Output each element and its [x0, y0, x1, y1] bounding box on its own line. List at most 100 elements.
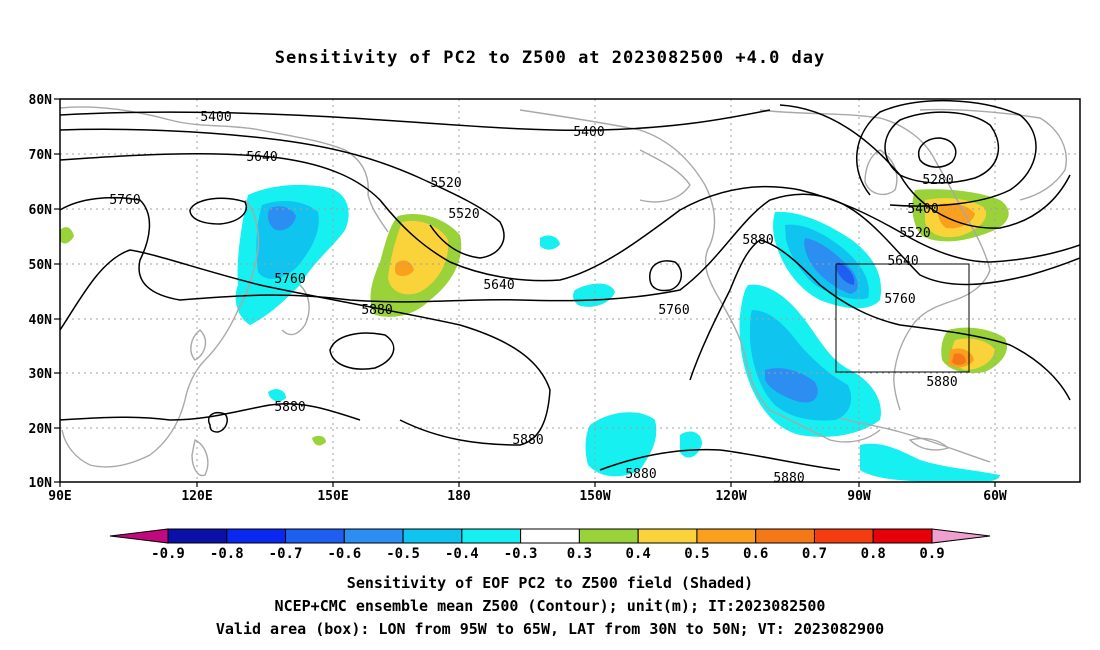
valid-area-box	[835, 263, 970, 373]
contour-closed-low	[918, 137, 957, 168]
footer-line-3: Valid area (box): LON from 95W to 65W, L…	[215, 620, 885, 638]
lat-label: 70N	[29, 148, 53, 163]
positive-region	[938, 203, 975, 229]
coastline	[61, 199, 260, 468]
coastlines	[60, 106, 1067, 477]
contour-5280	[884, 111, 1000, 184]
colorbar-tick-label: 0.6	[743, 546, 768, 562]
contour-label: 5640	[246, 150, 277, 165]
footer-line-1: Sensitivity of EOF PC2 to Z500 field (Sh…	[346, 574, 754, 592]
colorbar-swatch	[813, 528, 874, 544]
colorbar-swatch	[520, 528, 580, 544]
graticule	[60, 99, 1080, 482]
lat-label: 50N	[29, 258, 53, 273]
lon-label: 150W	[579, 489, 610, 504]
colorbar-swatch	[696, 528, 757, 544]
coastline	[919, 108, 1067, 201]
colorbar-tick-label: -0.9	[151, 546, 185, 562]
z500-contours	[60, 99, 1080, 471]
colorbar: -0.9 -0.8 -0.7 -0.6 -0.5 -0.4 -0.3 0.3 0.4 0.5 0.6…	[109, 528, 991, 562]
contour-label: 5880	[926, 375, 957, 390]
contour-label: 5400	[907, 202, 938, 217]
negative-region	[750, 310, 852, 421]
contour-label: 5760	[658, 303, 689, 318]
colorbar-tick-label: -0.4	[445, 546, 479, 562]
contour-label: 5760	[884, 292, 915, 307]
contour-label: 5280	[922, 173, 953, 188]
lon-label: 120E	[181, 489, 212, 504]
negative-region	[573, 283, 615, 307]
contour-label: 5880	[625, 467, 656, 482]
colorbar-swatch	[343, 528, 404, 544]
negative-region	[268, 206, 296, 231]
coastline	[839, 417, 991, 463]
colorbar-tick-label: -0.3	[504, 546, 538, 562]
contour-5520	[60, 128, 505, 259]
chart-title: Sensitivity of PC2 to Z500 at 2023082500…	[274, 48, 826, 68]
negative-region	[268, 389, 286, 402]
contour-label: 5760	[109, 193, 140, 208]
lat-label: 60N	[29, 203, 53, 218]
colorbar-swatch	[167, 528, 228, 544]
colorbar-swatch	[461, 528, 522, 544]
lon-label: 120W	[715, 489, 746, 504]
positive-region	[60, 227, 74, 244]
colorbar-swatch	[226, 528, 287, 544]
contour-label: 5520	[899, 226, 930, 241]
contour-closed-high	[189, 197, 247, 225]
positive-region	[312, 435, 326, 446]
contour-label: 5640	[483, 278, 514, 293]
negative-region	[836, 262, 855, 285]
coastline	[191, 438, 209, 477]
plot-frame	[59, 98, 1081, 483]
lon-label: 90W	[847, 489, 871, 504]
coastline	[864, 149, 898, 196]
contour-5880	[689, 239, 1071, 401]
contour-label: 5520	[448, 207, 479, 222]
colorbar-tick-label: 0.9	[919, 546, 944, 562]
contour-closed-high	[329, 332, 395, 370]
contour-closed-high	[208, 411, 228, 433]
negative-region	[765, 368, 818, 403]
colorbar-swatch	[402, 528, 463, 544]
contour-5880	[60, 402, 361, 421]
colorbar-tick-label: 0.5	[684, 546, 709, 562]
contour-label: 5400	[573, 125, 604, 140]
contour-label: 5760	[274, 272, 305, 287]
lat-label: 10N	[29, 476, 53, 491]
contour-label: 5880	[274, 400, 305, 415]
coastline	[190, 329, 207, 361]
footer-line-2: NCEP+CMC ensemble mean Z500 (Contour); u…	[274, 597, 826, 615]
contour-label: 5880	[742, 233, 773, 248]
contour-5400	[855, 99, 1037, 207]
colorbar-tick-label: 0.8	[861, 546, 886, 562]
lat-label: 40N	[29, 313, 53, 328]
lon-label: 90E	[48, 489, 71, 504]
lon-label: 150E	[317, 489, 348, 504]
colorbar-swatch	[285, 528, 345, 544]
contour-label: 5880	[361, 303, 392, 318]
negative-region	[585, 412, 657, 477]
colorbar-swatch	[872, 528, 933, 544]
colorbar-tick-label: -0.8	[210, 546, 244, 562]
lat-label: 30N	[29, 367, 53, 382]
colorbar-swatch	[755, 528, 815, 544]
lat-label: 20N	[29, 422, 53, 437]
coastline	[639, 149, 691, 203]
contour-5880	[599, 448, 841, 471]
contour-5400	[60, 109, 771, 132]
colorbar-tick-label: -0.7	[269, 546, 303, 562]
lat-label: 80N	[29, 93, 53, 108]
contour-label: 5400	[200, 110, 231, 125]
contour-label: 5880	[773, 471, 804, 486]
negative-region	[860, 443, 1000, 482]
contour-5520	[779, 104, 1071, 229]
contour-5760	[60, 193, 1080, 303]
colorbar-lower-triangle	[109, 528, 169, 544]
colorbar-upper-triangle	[931, 528, 991, 544]
negative-region	[680, 431, 702, 458]
colorbar-tick-label: 0.7	[802, 546, 827, 562]
lon-label: 60W	[983, 489, 1007, 504]
coastline	[908, 437, 950, 451]
